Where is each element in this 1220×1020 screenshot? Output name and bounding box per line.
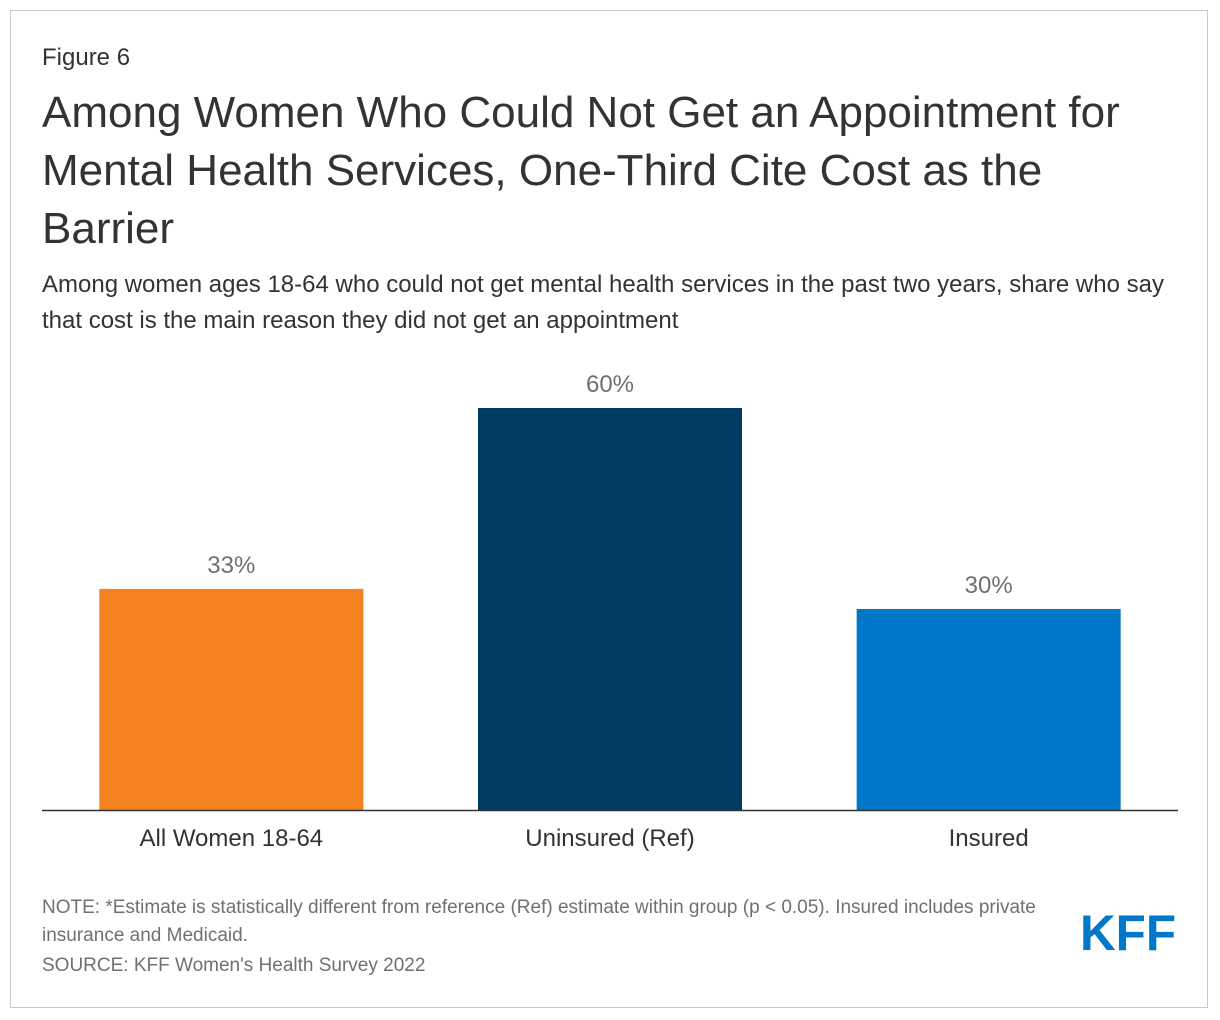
bar-chart: 33% All Women 18-64 60% Uninsured (Ref) 30% I… (42, 371, 1178, 852)
chart-title: Among Women Who Could Not Get an Appoint… (42, 88, 1120, 253)
kff-logo-text: KFF (1080, 910, 1176, 954)
data-label-1: 60% (586, 371, 634, 398)
chart-note: NOTE: *Estimate is statistically differe… (42, 897, 1036, 946)
bar-0 (99, 588, 364, 810)
x-tick-label-1: Uninsured (Ref) (525, 825, 694, 852)
chart-source: SOURCE: KFF Women's Health Survey 2022 (42, 955, 426, 976)
data-label-0: 33% (207, 552, 255, 579)
x-tick-label-0: All Women 18-64 (140, 825, 324, 852)
figure-label: Figure 6 (42, 44, 131, 71)
kff-logo: KFF (1080, 910, 1176, 954)
bar-2 (856, 609, 1121, 810)
bar-1 (478, 408, 742, 810)
chart-frame (10, 10, 1208, 1008)
chart-subtitle: Among women ages 18-64 who could not get… (42, 271, 1164, 334)
x-tick-label-2: Insured (949, 825, 1029, 852)
data-label-2: 30% (965, 572, 1013, 599)
